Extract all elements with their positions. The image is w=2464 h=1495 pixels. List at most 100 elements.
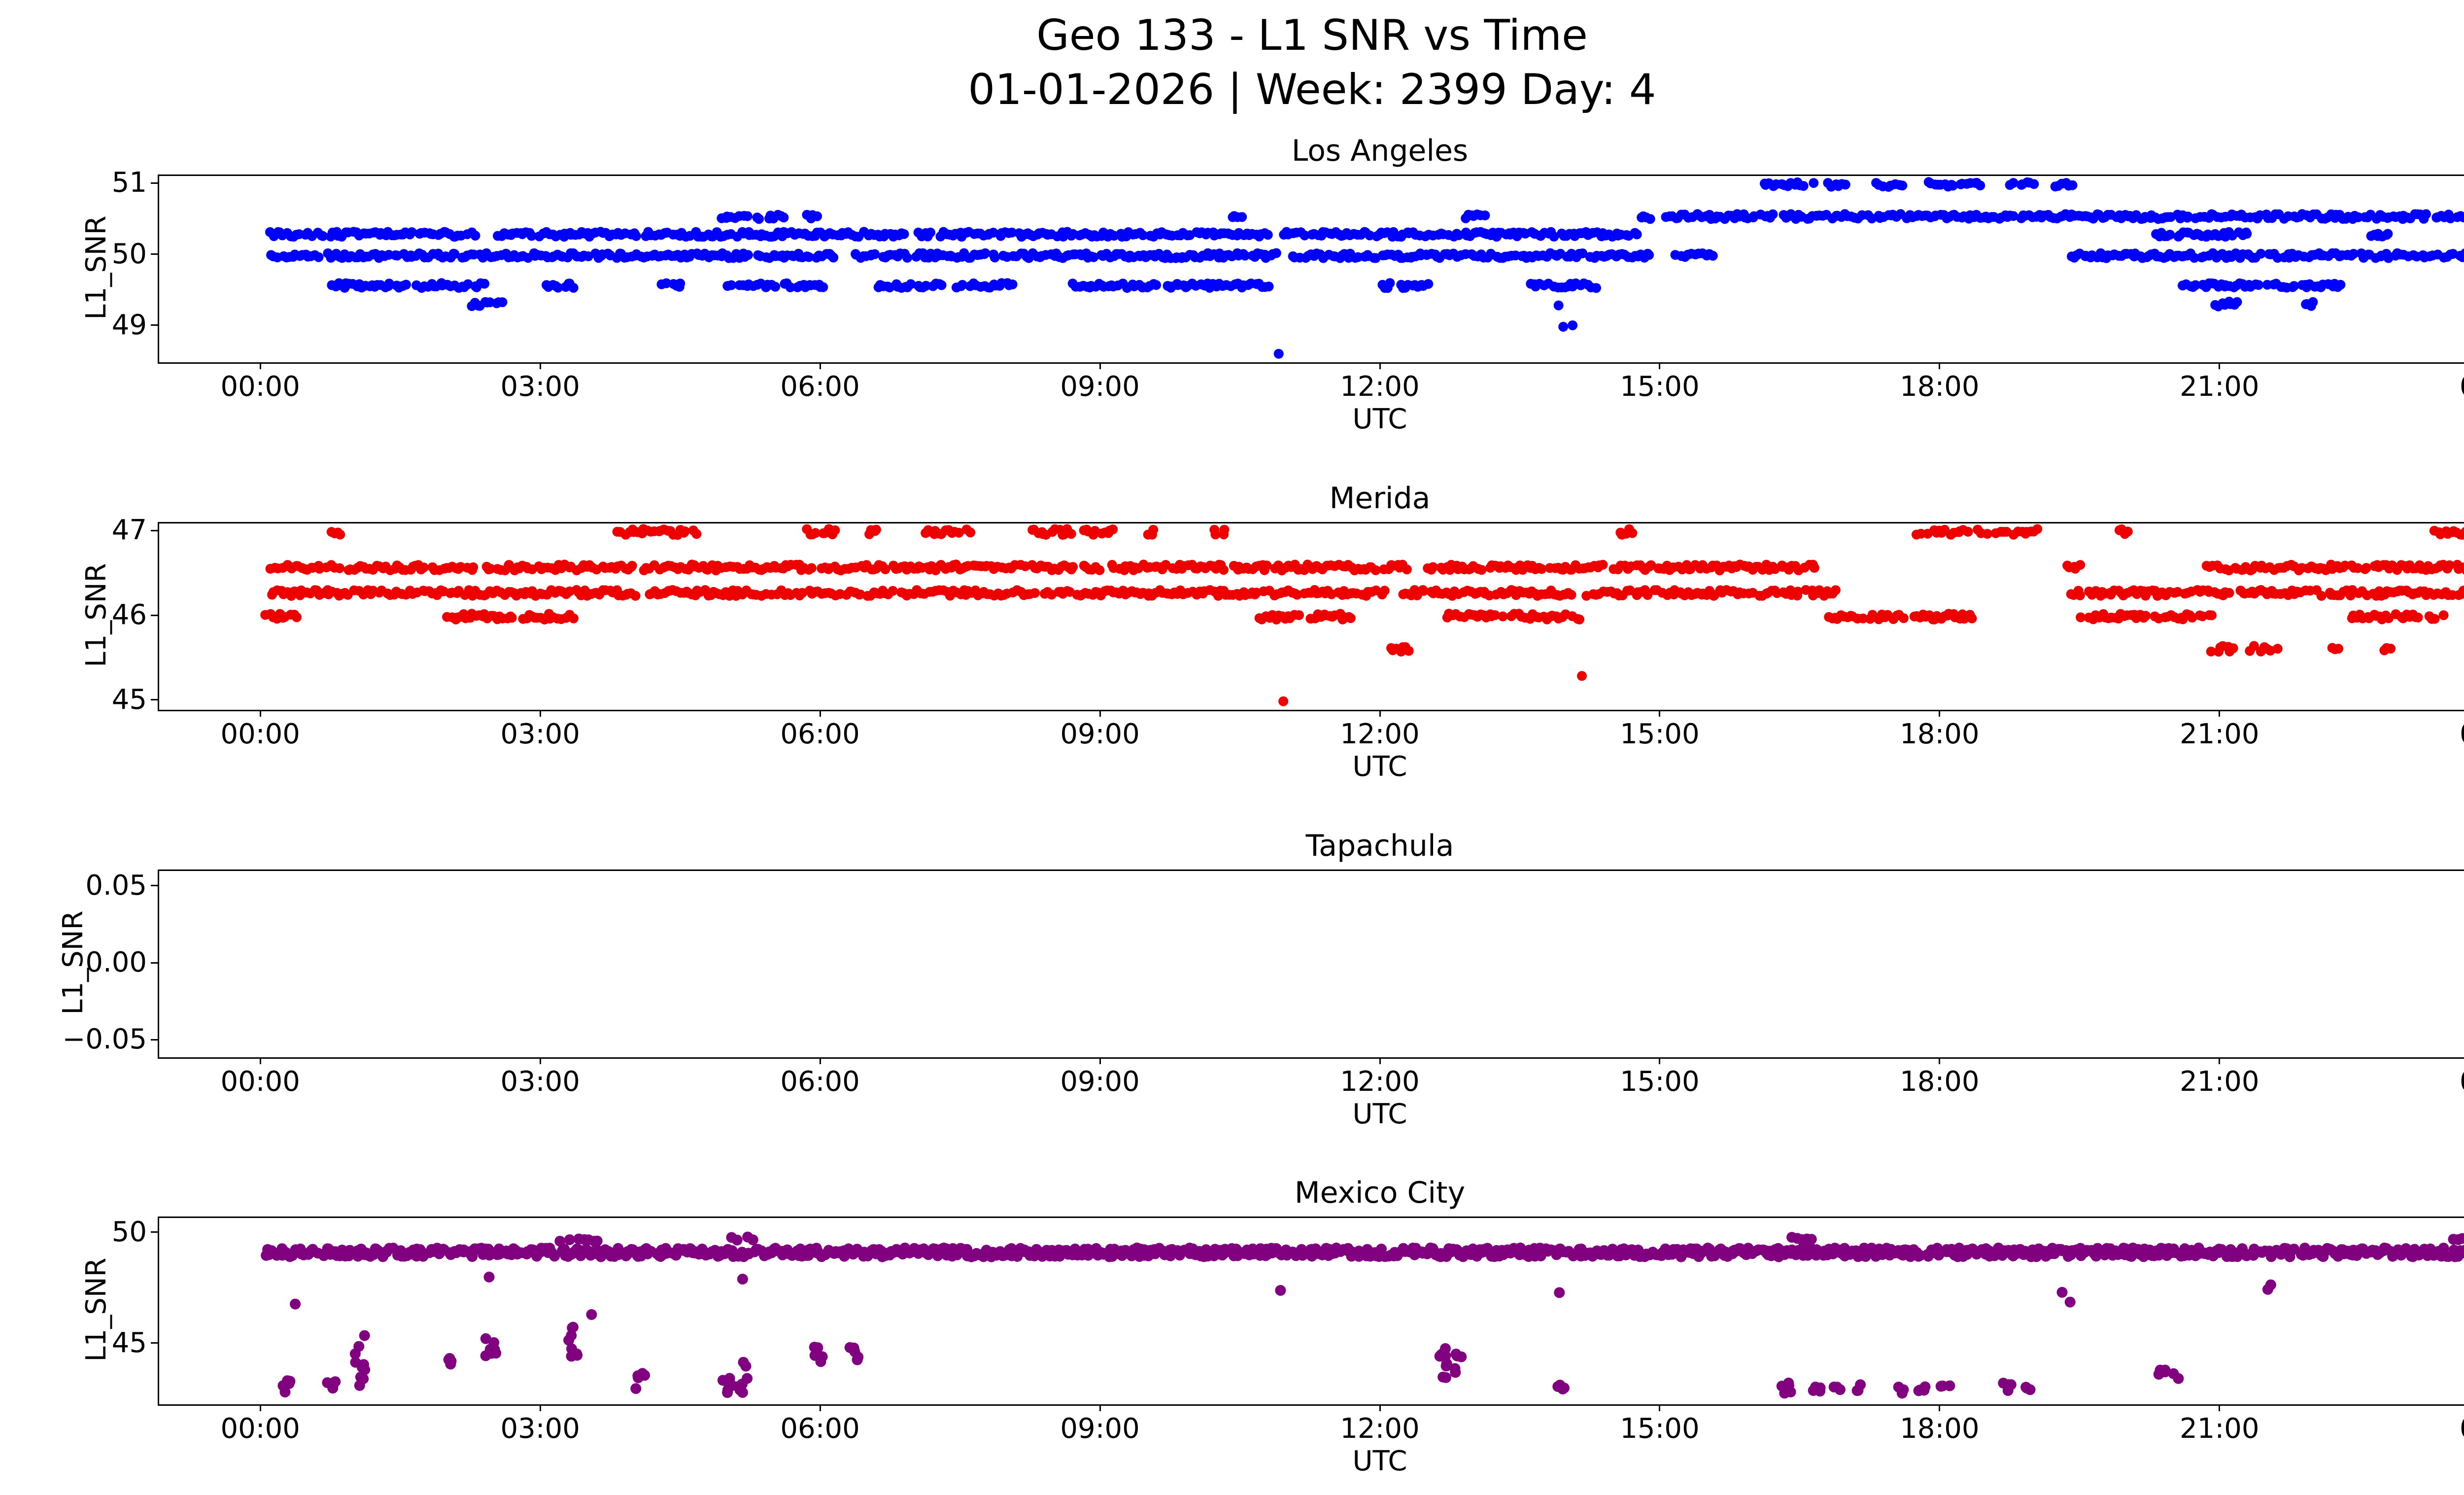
figure-title-line1: Geo 133 - L1 SNR vs Time — [1036, 11, 1588, 60]
x-tick-label: 03:00 — [500, 1066, 580, 1098]
x-tick-mark — [539, 1057, 541, 1064]
y-tick-mark — [151, 614, 158, 616]
scatter-dots — [159, 871, 2464, 1057]
y-tick-label: −0.05 — [62, 1023, 147, 1056]
x-tick-mark — [1099, 710, 1101, 717]
x-tick-label: 18:00 — [1900, 1413, 1980, 1445]
y-tick-label: 46 — [111, 599, 147, 631]
x-tick-label: 06:00 — [780, 1066, 860, 1098]
x-tick-label: 06:00 — [780, 1413, 860, 1445]
x-tick-mark — [2219, 1404, 2221, 1411]
x-tick-label: 09:00 — [1060, 718, 1140, 750]
subplot-title: Tapachula — [1305, 829, 1454, 863]
x-tick-label: 00:00 — [220, 1066, 300, 1098]
x-tick-label: 00:00 — [2445, 1068, 2464, 1096]
x-tick-mark — [1099, 362, 1101, 369]
y-tick-mark — [151, 962, 158, 964]
x-tick-mark — [259, 1057, 261, 1064]
x-tick-mark — [539, 1404, 541, 1411]
subplot-title: Los Angeles — [1291, 134, 1469, 168]
x-tick-label: 18:00 — [1900, 1066, 1980, 1098]
x-axis-label: UTC — [1352, 1098, 1407, 1130]
y-tick-label: 49 — [111, 309, 147, 341]
subplot-merida: Merida L1_SNR UTC 47 46 45 00:00 03:00 06:00 0… — [0, 483, 2464, 781]
x-tick-label: 15:00 — [1620, 371, 1700, 403]
y-tick-label: 0.05 — [85, 869, 147, 902]
x-tick-mark — [819, 1404, 821, 1411]
y-tick-label: 51 — [111, 167, 147, 199]
x-tick-label: 21:00 — [2180, 371, 2259, 403]
x-tick-mark — [1659, 1404, 1661, 1411]
subplot-tapachula: Tapachula L1_SNR UTC 0.05 0.00 −0.05 00:00 0… — [0, 830, 2464, 1129]
x-tick-label: 03:00 — [500, 371, 580, 403]
subplot-title: Mexico City — [1294, 1176, 1466, 1210]
x-tick-label: 03:00 — [500, 718, 580, 750]
x-tick-label: 21:00 — [2180, 1066, 2259, 1098]
x-tick-label: 21:00 — [2180, 1413, 2259, 1445]
x-tick-mark — [259, 362, 261, 369]
x-axis-label: UTC — [1352, 751, 1407, 783]
x-tick-mark — [1939, 1057, 1941, 1064]
x-tick-mark — [819, 362, 821, 369]
x-tick-label: 00:00 — [2445, 373, 2464, 401]
x-tick-label: 15:00 — [1620, 1413, 1700, 1445]
x-tick-mark — [1379, 362, 1381, 369]
x-tick-mark — [2219, 710, 2221, 717]
figure-title-line2: 01-01-2026 | Week: 2399 Day: 4 — [968, 65, 1656, 114]
y-tick-mark — [151, 529, 158, 531]
y-tick-label: 47 — [111, 514, 147, 547]
x-tick-label: 00:00 — [220, 718, 300, 750]
x-tick-label: 15:00 — [1620, 718, 1700, 750]
x-tick-label: 09:00 — [1060, 371, 1140, 403]
x-tick-mark — [1379, 1057, 1381, 1064]
subplot-los-angeles: Los Angeles L1_SNR UTC 51 50 49 00:00 03:00 0… — [0, 135, 2464, 434]
y-tick-mark — [151, 1039, 158, 1041]
x-axis-label: UTC — [1352, 403, 1407, 435]
y-tick-mark — [151, 253, 158, 255]
x-tick-label: 15:00 — [1620, 1066, 1700, 1098]
y-tick-mark — [151, 699, 158, 701]
y-tick-label: 0.00 — [85, 946, 147, 978]
x-tick-mark — [2219, 362, 2221, 369]
y-tick-mark — [151, 182, 158, 184]
x-tick-mark — [1659, 710, 1661, 717]
scatter-dots — [260, 524, 2464, 706]
scatter-dots — [265, 177, 2464, 359]
x-tick-label: 03:00 — [500, 1413, 580, 1445]
x-axis-label: UTC — [1352, 1445, 1407, 1477]
y-tick-label: 45 — [111, 1326, 147, 1359]
x-tick-label: 00:00 — [220, 1413, 300, 1445]
scatter-dots — [261, 1231, 2464, 1399]
x-tick-label: 21:00 — [2180, 718, 2259, 750]
x-tick-label: 12:00 — [1340, 1413, 1420, 1445]
x-tick-mark — [539, 710, 541, 717]
x-tick-label: 09:00 — [1060, 1413, 1140, 1445]
plot-area — [158, 869, 2464, 1059]
y-tick-label: 45 — [111, 683, 147, 716]
y-tick-mark — [151, 1231, 158, 1233]
x-tick-mark — [2219, 1057, 2221, 1064]
x-tick-mark — [259, 1404, 261, 1411]
x-tick-label: 06:00 — [780, 718, 860, 750]
x-tick-label: 12:00 — [1340, 371, 1420, 403]
x-tick-mark — [539, 362, 541, 369]
x-tick-mark — [1939, 710, 1941, 717]
subplot-mexico-city: Mexico City L1_SNR UTC 50 45 00:00 03:00 06:… — [0, 1177, 2464, 1476]
y-tick-label: 50 — [111, 1216, 147, 1248]
x-tick-mark — [1659, 362, 1661, 369]
x-tick-mark — [1099, 1057, 1101, 1064]
y-tick-mark — [151, 885, 158, 887]
x-tick-mark — [1939, 1404, 1941, 1411]
plot-area — [158, 522, 2464, 711]
x-tick-label: 00:00 — [220, 371, 300, 403]
x-tick-label: 09:00 — [1060, 1066, 1140, 1098]
x-tick-mark — [819, 1057, 821, 1064]
x-tick-mark — [1099, 1404, 1101, 1411]
x-tick-label: 12:00 — [1340, 718, 1420, 750]
x-tick-label: 12:00 — [1340, 1066, 1420, 1098]
x-tick-mark — [259, 710, 261, 717]
x-tick-mark — [1659, 1057, 1661, 1064]
plot-area — [158, 1217, 2464, 1406]
x-tick-label: 06:00 — [780, 371, 860, 403]
